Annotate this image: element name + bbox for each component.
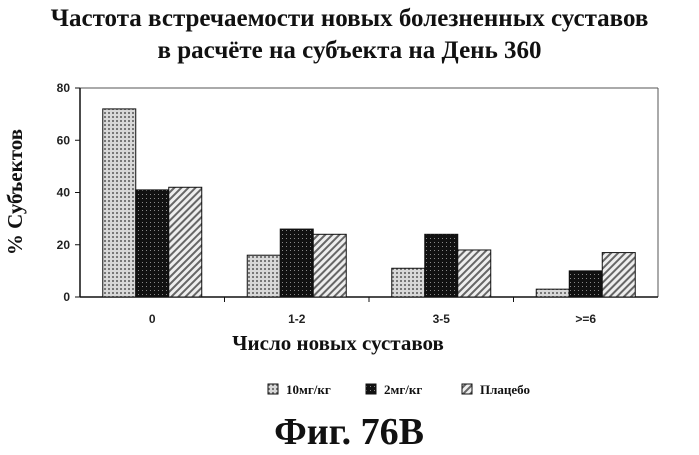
bar-1-2-series-1	[246, 254, 281, 298]
x-axis-label: Число новых суставов	[232, 331, 444, 355]
legend-label-1: 10мг/кг	[286, 382, 331, 397]
y-tick-label: 60	[57, 133, 71, 147]
legend-swatch-3	[461, 383, 473, 395]
figure-caption: Фиг. 76В	[274, 411, 424, 453]
bar-1-2-series-3	[312, 233, 347, 298]
y-tick-label: 0	[63, 290, 70, 304]
x-tick-label: >=6	[575, 312, 596, 326]
legend-label-2: 2мг/кг	[384, 382, 422, 397]
y-tick-label: 20	[57, 238, 71, 252]
x-tick-label: 1-2	[288, 312, 306, 326]
chart-title-line-2: в расчёте на субъекта на День 360	[157, 37, 542, 64]
chart-title-line-1: Частота встречаемости новых болезненных …	[50, 5, 649, 32]
legend-swatch-1	[267, 383, 279, 395]
bar-3-5-series-1	[391, 267, 426, 298]
bar-1-2-series-2	[279, 228, 314, 298]
bar->=6-series-3	[601, 252, 636, 298]
legend: 10мг/кг 2мг/кг Плацебо	[267, 382, 530, 397]
bar->=6-series-2	[568, 270, 603, 298]
y-tick-label: 40	[57, 186, 71, 200]
bar-0-series-1	[102, 108, 137, 298]
legend-swatch-2	[365, 383, 377, 395]
bar->=6-series-1	[535, 288, 570, 298]
bar-3-5-series-3	[457, 249, 492, 298]
bar-0-series-3	[168, 186, 203, 298]
x-tick-label: 3-5	[433, 312, 451, 326]
y-tick-label: 80	[57, 81, 71, 95]
x-tick-label: 0	[149, 312, 156, 326]
bar-3-5-series-2	[424, 233, 459, 298]
bar-0-series-2	[135, 189, 170, 298]
legend-label-3: Плацебо	[480, 382, 530, 397]
y-axis-label: % Субъектов	[3, 129, 27, 255]
